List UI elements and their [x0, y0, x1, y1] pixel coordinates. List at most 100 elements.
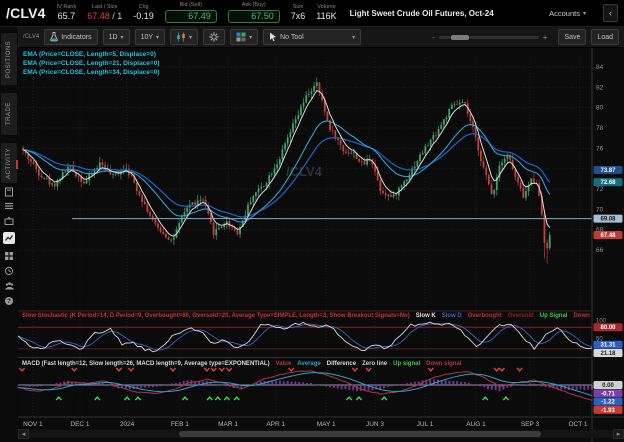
svg-text:JUL 1: JUL 1	[417, 421, 434, 428]
legend-item: Value	[275, 361, 292, 367]
layout-grid-icon	[236, 32, 246, 42]
svg-text:FEB 1: FEB 1	[171, 421, 189, 428]
sidebar-tab-positions[interactable]: POSITIONS	[1, 33, 17, 85]
clock-icon[interactable]	[3, 265, 15, 277]
legend-item: Down signal	[426, 361, 462, 367]
svg-text:73.87: 73.87	[600, 168, 616, 174]
ema-label-5[interactable]: EMA (Price=CLOSE, Length=5, Displace=0)	[23, 51, 156, 58]
zoom-slider[interactable]	[438, 34, 539, 40]
tv-icon[interactable]	[3, 215, 15, 227]
svg-text:66: 66	[596, 247, 604, 254]
layout-dropdown[interactable]: ▾	[230, 29, 259, 45]
scrollbar-thumb[interactable]	[179, 431, 541, 437]
activity-alert-indicator	[16, 160, 18, 169]
stochastic-legend: Slow K Slow D Overbought Oversold Up Signal D…	[416, 313, 590, 319]
sidebar-tab-activity[interactable]: ACTIVITY	[1, 143, 17, 183]
zoom-slider-thumb[interactable]	[450, 34, 469, 40]
chevron-down-icon: ▾	[189, 34, 193, 41]
chart-toolbar: /CLV4 Indicators 1D ▾ 10Y ▾ ▾ ▾ No Tool	[18, 27, 624, 48]
accounts-dropdown[interactable]: Accounts ▾	[549, 8, 586, 18]
svg-text:68: 68	[596, 227, 604, 234]
legend-item: Overbought	[467, 313, 502, 319]
slow-k-line	[17, 321, 593, 353]
svg-text:76: 76	[596, 145, 604, 152]
volume-field: Volume 116K	[316, 3, 337, 22]
sidebar-tab-trade[interactable]: TRADE	[1, 93, 17, 135]
range-dropdown[interactable]: 10Y ▾	[134, 29, 166, 45]
journal-icon[interactable]	[3, 186, 15, 198]
macd-average-line	[17, 372, 593, 397]
svg-text:72: 72	[596, 186, 604, 193]
collapse-panel-button[interactable]: ‹	[603, 4, 618, 22]
help-icon[interactable]: ?	[3, 295, 15, 307]
save-button[interactable]: Save	[558, 29, 587, 45]
svg-text:80: 80	[596, 105, 604, 112]
gear-icon	[209, 32, 219, 42]
macd-value-line	[17, 370, 593, 401]
zoom-out-button[interactable]: -	[432, 32, 435, 42]
load-button[interactable]: Load	[591, 29, 619, 45]
svg-text:70: 70	[596, 206, 604, 213]
zoom-control: - +	[432, 33, 547, 42]
stochastic-study-row: Slow Stochastic (K Period=14, D Period=9…	[22, 312, 590, 320]
macd-study-label[interactable]: MACD (Fast length=12, Slow length=26, MA…	[22, 361, 270, 367]
ema-label-21[interactable]: EMA (Price=CLOSE, Length=21, Displace=0)	[23, 60, 160, 67]
svg-text:DEC 1: DEC 1	[70, 421, 90, 428]
contract-description: Light Sweet Crude Oil Futures, Oct-24	[349, 8, 494, 18]
chevron-down-icon: ▾	[352, 34, 356, 41]
svg-text:67.48: 67.48	[600, 233, 616, 239]
bid-button[interactable]: 67.49	[164, 10, 217, 24]
community-icon[interactable]	[3, 280, 15, 292]
scroll-right-button[interactable]: ▸	[613, 429, 624, 439]
legend-item: Average	[297, 361, 321, 367]
chevron-down-icon: ▾	[156, 34, 160, 41]
drawing-tool-dropdown[interactable]: No Tool ▾	[263, 29, 362, 45]
scrollbar-track[interactable]	[29, 430, 613, 438]
ema-label-34[interactable]: EMA (Price=CLOSE, Length=34, Displace=0)	[23, 69, 160, 76]
flask-icon	[50, 32, 59, 42]
svg-text:MAR 1: MAR 1	[218, 421, 238, 428]
grid-icon[interactable]	[3, 250, 15, 262]
timeframe-dropdown[interactable]: 1D ▾	[102, 29, 130, 45]
svg-text:AUG 1: AUG 1	[466, 421, 486, 428]
ema-study-labels: EMA (Price=CLOSE, Length=5, Displace=0) …	[23, 50, 159, 77]
chg-field: Chg -0.19	[133, 3, 154, 22]
indicators-button[interactable]: Indicators	[44, 29, 98, 45]
svg-text:/CLV4: /CLV4	[286, 164, 323, 179]
svg-text:APR 1: APR 1	[266, 421, 285, 428]
size-field: Size 7x6	[290, 3, 306, 22]
zoom-in-button[interactable]: +	[542, 32, 548, 42]
candlestick-icon	[177, 32, 185, 42]
last-price: 67.48	[87, 11, 110, 22]
chart-icon[interactable]	[3, 232, 15, 244]
stochastic-study-label[interactable]: Slow Stochastic (K Period=14, D Period=9…	[22, 313, 410, 319]
chg-value: -0.19	[133, 11, 154, 22]
left-sidebar: POSITIONS TRADE ACTIVITY ?	[0, 27, 19, 442]
toolbar-symbol: /CLV4	[23, 34, 40, 40]
quote-bar: /CLV4 IV Rank 65.7 Last / Size 67.48 / 1…	[0, 0, 624, 27]
chart-settings-button[interactable]	[203, 29, 226, 45]
svg-text:SEP 3: SEP 3	[521, 421, 540, 428]
svg-text:?: ?	[7, 299, 11, 305]
chevron-down-icon: ▾	[120, 34, 124, 41]
svg-text:2024: 2024	[120, 421, 135, 428]
chart-type-dropdown[interactable]: ▾	[170, 29, 199, 45]
chevron-down-icon: ▾	[249, 34, 253, 41]
macd-study-row: MACD (Fast length=12, Slow length=26, MA…	[22, 360, 590, 368]
bid-field: Bid (Sell) 67.49	[164, 2, 217, 24]
svg-text:MAY 1: MAY 1	[317, 421, 336, 428]
legend-item: Zero line	[362, 361, 388, 367]
scroll-left-button[interactable]: ◂	[18, 429, 29, 439]
svg-text:OCT 1: OCT 1	[568, 421, 587, 428]
svg-text:-0.71: -0.71	[601, 391, 615, 397]
size-value: 7x6	[290, 11, 306, 22]
symbol-title: /CLV4	[6, 5, 46, 21]
volume-value: 116K	[316, 11, 337, 22]
price-chart-canvas[interactable]: /CLV48482807876747270686673.8772.6869.08…	[17, 48, 624, 442]
watchlist-icon[interactable]	[3, 200, 15, 212]
svg-text:100: 100	[596, 319, 607, 325]
svg-text:78: 78	[596, 125, 604, 132]
ask-button[interactable]: 67.50	[227, 10, 280, 24]
svg-text:84: 84	[596, 64, 604, 71]
